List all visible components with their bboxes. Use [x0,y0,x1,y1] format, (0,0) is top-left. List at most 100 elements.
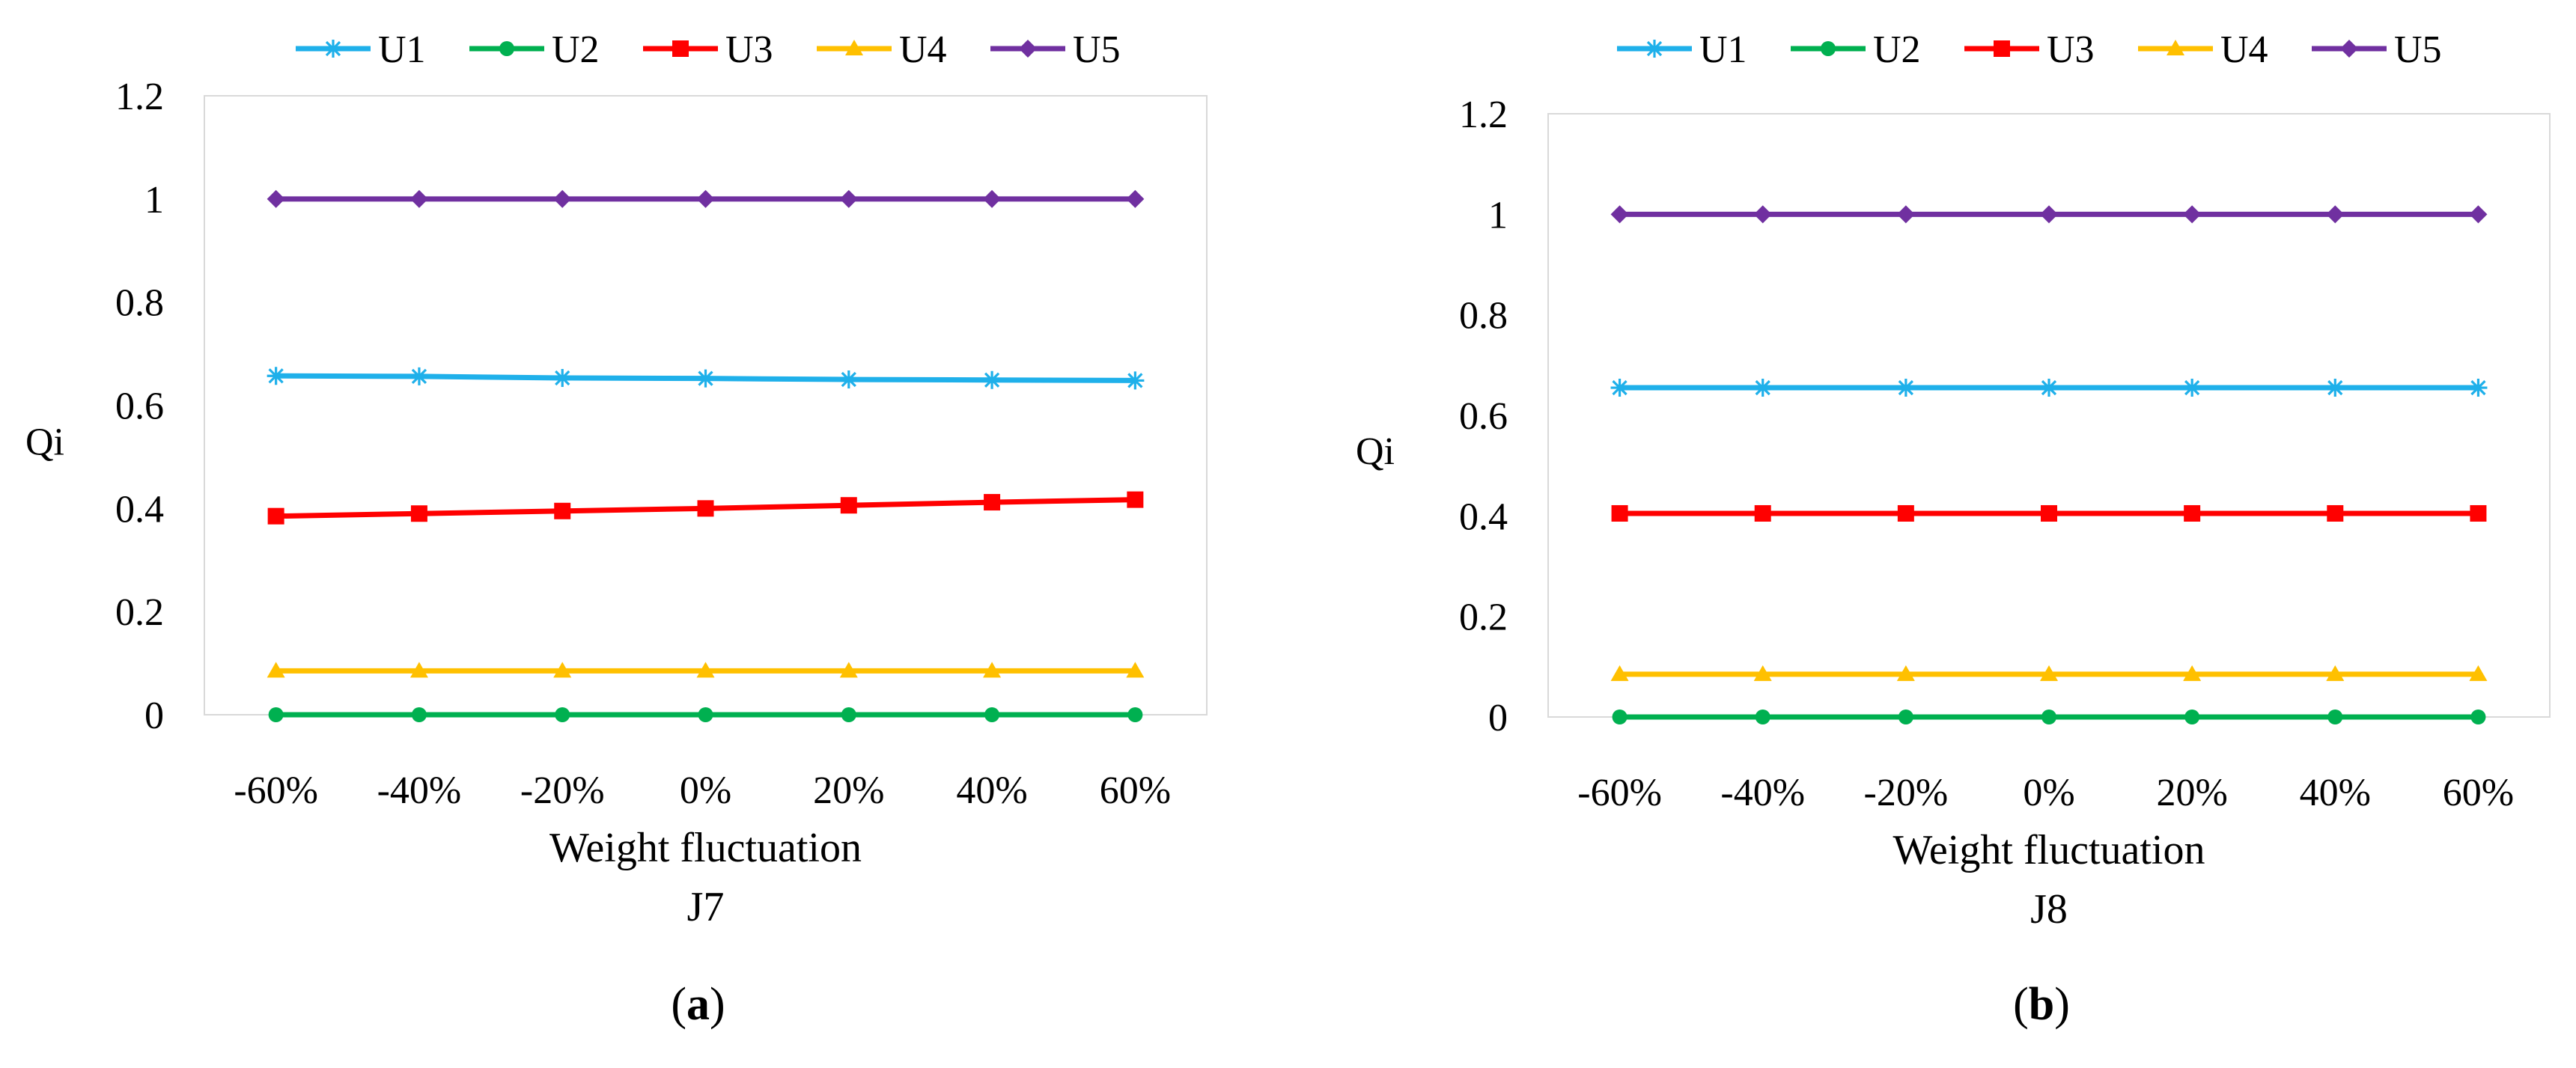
data-point-u4 [1753,665,1772,681]
data-point-u5 [1753,205,1772,224]
data-point-u2 [698,707,713,722]
legend-marker-u2 [499,41,514,56]
data-point-u3 [2327,504,2344,522]
data-point-u4 [409,662,428,678]
data-point-u5 [839,189,858,208]
data-point-u1 [2326,379,2345,397]
y-axis-label: Qi [1356,430,1395,473]
data-point-u1 [2040,379,2058,397]
data-point-u2 [2041,710,2056,724]
data-point-u1 [696,369,715,388]
x-tick-label: -20% [1864,772,1949,814]
series-u5 [267,189,1145,208]
chart-subtitle: J8 [2030,886,2068,933]
series-u1 [267,367,1145,390]
legend: U1 U2 U3 U4 U5 [296,28,1121,71]
data-point-u1 [1753,379,1772,397]
data-point-u4 [1610,665,1629,681]
data-point-u3 [1127,491,1144,508]
data-point-u3 [267,507,284,525]
legend-marker-u3 [672,40,689,57]
x-tick-label: 40% [956,769,1027,812]
data-point-u5 [2469,205,2488,224]
y-tick-label: 0 [1488,697,1508,739]
y-tick-label: 1.2 [115,76,164,118]
x-tick-label: 20% [2156,772,2227,814]
data-point-u4 [553,662,572,678]
data-point-u1 [267,367,285,385]
x-tick-label: -40% [377,769,462,812]
y-tick-label: 0.6 [1459,395,1508,438]
legend-label-u3: U3 [2047,28,2095,71]
data-point-u2 [2470,710,2486,724]
legend-marker-u1 [1645,40,1663,58]
data-point-u3 [554,502,571,519]
data-point-u1 [1126,371,1145,390]
x-axis-label: Weight fluctuation [549,825,862,871]
legend-marker-u4 [2167,40,2184,55]
legend-marker-u1 [324,40,342,58]
data-point-u2 [841,707,856,722]
data-point-u3 [1611,504,1628,522]
data-point-u4 [1126,662,1145,678]
series-u5 [1610,205,2488,224]
y-tick-label: 0.2 [115,591,164,634]
data-point-u5 [1610,205,1629,224]
data-point-u5 [267,189,285,208]
data-point-u5 [553,189,572,208]
legend-label-u2: U2 [1873,28,1921,71]
data-point-u4 [2326,665,2345,681]
data-point-u5 [2040,205,2058,224]
data-point-u5 [983,189,1002,208]
data-point-u5 [409,189,428,208]
data-point-u4 [983,662,1002,678]
line-chart-a: 0 0.2 0.4 0.6 0.8 1 1.2 -60% -40% -20% 0% 20% 40% 60%… [25,28,1208,1030]
chart-panel-a: 0 0.2 0.4 0.6 0.8 1 1.2 -60% -40% -20% 0% 20% 40% 60%… [25,28,1208,1030]
y-tick-label: 0.8 [115,282,164,325]
x-tick-label: 0% [2023,772,2074,814]
y-tick-label: 0.4 [1459,495,1508,538]
chart-subtitle: J7 [687,884,725,930]
legend-label-u3: U3 [725,28,773,71]
data-point-u3 [2184,504,2201,522]
x-tick-label: -60% [234,769,318,812]
legend-label-u5: U5 [2394,28,2442,71]
data-point-u2 [268,707,284,722]
data-point-u1 [1610,379,1629,397]
legend-marker-u2 [1821,41,1836,56]
x-tick-label: -40% [1720,772,1805,814]
legend-label-u1: U1 [378,28,426,71]
legend-label-u5: U5 [1073,28,1121,71]
series-u4 [1610,665,2488,681]
plot-area [1547,113,2551,718]
y-tick-label: 1 [1488,194,1508,237]
x-axis-label: Weight fluctuation [1893,827,2205,873]
plot-area [204,95,1208,715]
data-point-u2 [1612,710,1627,724]
data-point-u2 [555,707,570,722]
data-point-u5 [1126,189,1145,208]
data-point-u3 [984,494,1001,511]
legend-marker-u3 [1994,40,2010,57]
series-u3 [267,491,1144,525]
y-tick-label: 1 [144,179,164,222]
x-tick-label: 0% [680,769,731,812]
legend-marker-u5 [1019,40,1037,58]
data-point-u4 [1896,665,1915,681]
data-point-u1 [2469,379,2488,397]
data-point-u3 [410,505,427,522]
data-point-u4 [267,662,285,678]
data-point-u3 [1754,504,1771,522]
data-point-u1 [553,368,572,387]
data-point-u1 [1896,379,1915,397]
y-tick-label: 0 [144,695,164,737]
data-point-u4 [2040,665,2058,681]
data-point-u3 [1897,504,1914,522]
data-point-u3 [840,497,857,514]
x-tick-label: -20% [520,769,605,812]
data-point-u2 [1898,710,1913,724]
data-point-u5 [696,189,715,208]
x-tick-label: 60% [1100,769,1171,812]
data-point-u1 [983,370,1002,389]
legend-marker-u4 [845,40,863,55]
